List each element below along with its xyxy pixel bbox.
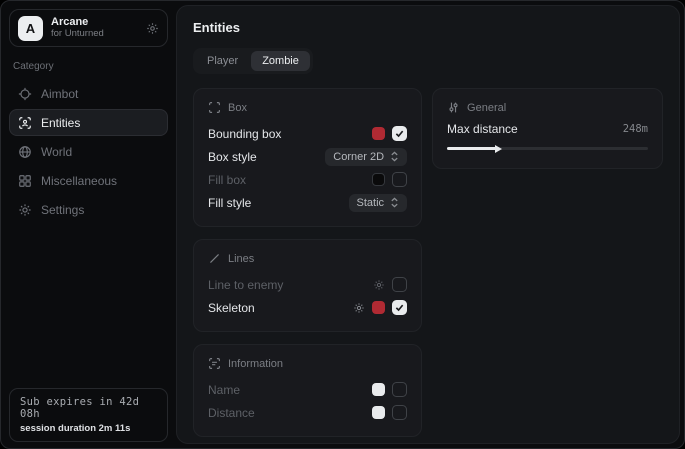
lines-card-header: Lines <box>208 252 407 265</box>
max-distance-value: 248m <box>622 123 648 135</box>
setting-row-fill-style: Fill style Static <box>208 191 408 214</box>
sub-expiry-text: Sub expires in 42d 08h <box>20 396 140 420</box>
grid-icon <box>18 174 32 188</box>
setting-row-box-style: Box style Corner 2D <box>208 145 408 168</box>
page-title: Entities <box>193 20 240 35</box>
scan-text-icon <box>208 357 221 370</box>
diagonal-line-icon <box>208 252 221 265</box>
sidebar-item-world[interactable]: World <box>9 138 168 165</box>
bounding-box-checkbox[interactable] <box>392 126 408 141</box>
entity-tabbar: Player Zombie <box>193 48 313 74</box>
row-gear-icon[interactable] <box>373 279 385 291</box>
setting-row-line-to-enemy: Line to enemy <box>208 273 408 296</box>
color-swatch[interactable] <box>372 301 386 314</box>
information-card-title: Information <box>228 357 284 370</box>
sidebar-item-settings[interactable]: Settings <box>9 196 168 223</box>
box-card: Box Bounding box Box style <box>193 88 423 227</box>
setting-row-skeleton: Skeleton <box>208 296 408 319</box>
max-distance-slider[interactable] <box>447 142 648 156</box>
lines-card: Lines Line to enemy <box>193 239 423 332</box>
setting-label: Name <box>208 382 241 397</box>
sidebar-item-label: Settings <box>41 202 85 217</box>
sidebar-item-label: Entities <box>41 115 81 130</box>
sidebar-item-label: Aimbot <box>41 86 79 101</box>
general-card-title: General <box>467 101 507 114</box>
box-scan-icon <box>208 101 221 114</box>
main-panel: Entities Player Zombie Box <box>176 5 680 444</box>
slider-track[interactable] <box>447 147 648 150</box>
setting-label: Box style <box>208 149 257 164</box>
color-swatch[interactable] <box>372 173 386 186</box>
row-gear-icon[interactable] <box>353 302 365 314</box>
sidebar-item-entities[interactable]: Entities <box>9 109 168 136</box>
distance-checkbox[interactable] <box>392 405 408 420</box>
information-card: Information Name Distance <box>193 344 423 437</box>
setting-row-bounding-box: Bounding box <box>208 122 408 145</box>
color-swatch[interactable] <box>372 383 386 396</box>
sidebar-nav: Aimbot Entities World <box>9 80 168 223</box>
name-checkbox[interactable] <box>392 382 408 397</box>
sliders-icon <box>447 101 460 114</box>
globe-icon <box>18 145 32 159</box>
right-column: General Max distance 248m <box>432 88 663 169</box>
setting-label: Skeleton <box>208 300 255 315</box>
crosshair-icon <box>18 87 32 101</box>
color-swatch[interactable] <box>372 127 386 140</box>
max-distance-label: Max distance <box>447 122 518 136</box>
fill-style-dropdown[interactable]: Static <box>348 193 408 212</box>
gear-icon <box>18 203 32 217</box>
setting-label: Fill box <box>208 172 247 187</box>
setting-label: Bounding box <box>208 126 282 141</box>
setting-label: Fill style <box>208 195 252 210</box>
entity-scan-icon <box>18 116 32 130</box>
box-style-dropdown[interactable]: Corner 2D <box>325 147 408 166</box>
left-column: Box Bounding box Box style <box>193 88 423 437</box>
app-logo: A <box>18 15 43 41</box>
max-distance-slider-fill <box>447 147 497 150</box>
subscription-card: Sub expires in 42d 08h session duration … <box>9 388 168 442</box>
chevron-up-down-icon <box>390 151 399 162</box>
settings-gear-icon[interactable] <box>146 22 159 35</box>
tab-zombie[interactable]: Zombie <box>251 51 310 71</box>
setting-row-fill-box: Fill box <box>208 168 408 191</box>
dropdown-value: Corner 2D <box>333 150 385 163</box>
app-subtitle: for Unturned <box>51 27 104 39</box>
fill-box-checkbox[interactable] <box>392 172 408 187</box>
category-label: Category <box>13 61 54 72</box>
color-swatch[interactable] <box>372 406 386 419</box>
lines-card-title: Lines <box>228 252 255 265</box>
chevron-up-down-icon <box>390 197 399 208</box>
setting-row-name: Name <box>208 378 408 401</box>
line-to-enemy-checkbox[interactable] <box>392 277 408 292</box>
app-header-card: A Arcane for Unturned <box>9 9 168 47</box>
information-card-header: Information <box>208 357 407 370</box>
session-duration-text: session duration 2m 11s <box>20 423 131 434</box>
skeleton-checkbox[interactable] <box>392 300 408 315</box>
sidebar-item-label: Miscellaneous <box>41 173 118 188</box>
tab-player[interactable]: Player <box>207 55 239 67</box>
content-columns: Box Bounding box Box style <box>193 88 663 437</box>
setting-label: Line to enemy <box>208 277 284 292</box>
sidebar-item-aimbot[interactable]: Aimbot <box>9 80 168 107</box>
general-card-header: General <box>447 101 648 114</box>
dropdown-value: Static <box>356 196 385 209</box>
sidebar-item-label: World <box>41 144 73 159</box>
sidebar-item-miscellaneous[interactable]: Miscellaneous <box>9 167 168 194</box>
setting-row-distance: Distance <box>208 401 408 424</box>
box-card-header: Box <box>208 101 407 114</box>
setting-label: Distance <box>208 405 255 420</box>
general-card: General Max distance 248m <box>432 88 663 169</box>
box-card-title: Box <box>228 101 247 114</box>
app-titles: Arcane for Unturned <box>51 16 138 40</box>
slider-thumb[interactable] <box>494 144 502 153</box>
max-distance-row: Max distance 248m <box>447 122 648 136</box>
sidebar: A Arcane for Unturned Category A <box>1 1 176 448</box>
app-title: Arcane <box>51 16 89 29</box>
